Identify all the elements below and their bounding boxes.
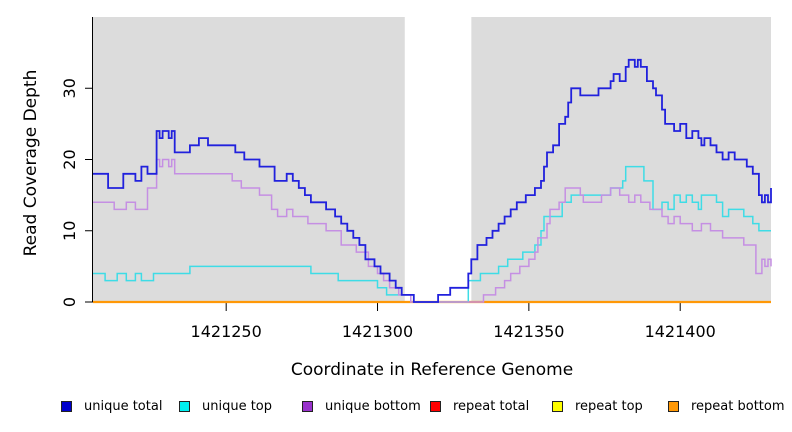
legend-item-label: repeat total <box>453 398 530 414</box>
legend-item-label: unique total <box>84 398 163 414</box>
x-axis-title: Coordinate in Reference Genome <box>290 360 574 380</box>
legend-swatch-icon <box>552 400 563 412</box>
x-tick-label: 1421400 <box>645 322 716 341</box>
y-tick-label: 20 <box>60 149 79 169</box>
x-tick-label: 1421350 <box>493 322 564 341</box>
legend-swatch-icon <box>668 400 679 412</box>
legend-item-label: unique top <box>202 398 273 414</box>
coverage-region <box>471 17 771 302</box>
legend-swatch-icon <box>430 400 441 412</box>
series-line-unique-total <box>93 58 772 303</box>
series-line-unique-top <box>93 165 771 303</box>
legend-item-label: repeat bottom <box>691 398 785 414</box>
y-tick-label: 30 <box>60 78 79 98</box>
legend-item-label: unique bottom <box>325 398 421 414</box>
legend-item-unique-bottom: unique bottom <box>302 398 421 414</box>
legend-item-unique-top: unique top <box>179 398 272 414</box>
legend-swatch-icon <box>179 400 190 412</box>
legend-item-unique-total: unique total <box>61 398 162 414</box>
series-line-unique-bottom <box>93 158 772 303</box>
legend-swatch-icon <box>302 400 313 412</box>
y-axis-title: Read Coverage Depth <box>21 69 41 257</box>
legend: unique total unique top unique bottom repea… <box>0 398 792 420</box>
legend-item-repeat-top: repeat top <box>552 398 643 414</box>
y-tick-label: 0 <box>60 297 79 307</box>
legend-swatch-icon <box>61 400 72 412</box>
legend-item-label: repeat top <box>575 398 643 414</box>
y-tick-label: 10 <box>60 221 79 241</box>
x-tick-label: 1421300 <box>342 322 413 341</box>
x-tick-label: 1421250 <box>191 322 262 341</box>
legend-item-repeat-bottom: repeat bottom <box>668 398 785 414</box>
legend-item-repeat-total: repeat total <box>430 398 529 414</box>
